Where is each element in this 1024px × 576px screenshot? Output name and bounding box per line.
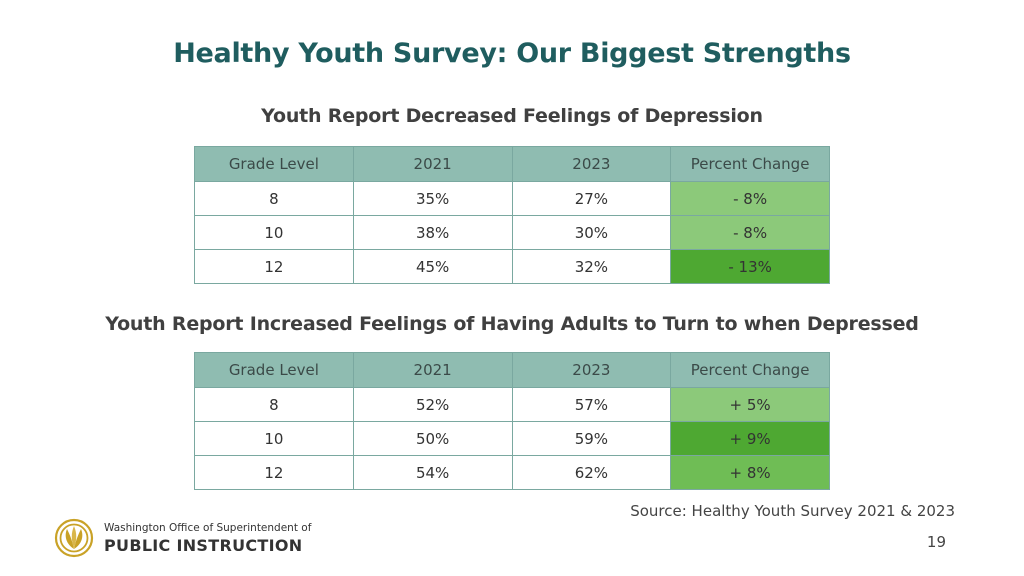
ospi-seal-icon	[54, 518, 94, 558]
adults-support-table: Grade Level 2021 2023 Percent Change 8 5…	[194, 352, 830, 490]
value-2021-cell: 38%	[352, 215, 513, 250]
header-percent-change: Percent Change	[670, 146, 830, 182]
grade-cell: 12	[194, 249, 354, 284]
grade-cell: 8	[194, 387, 354, 422]
table-row: 8 52% 57% + 5%	[194, 387, 830, 422]
value-2023-cell: 57%	[511, 387, 672, 422]
table-header-row: Grade Level 2021 2023 Percent Change	[194, 352, 830, 388]
value-2021-cell: 35%	[352, 181, 513, 216]
logo-line2: PUBLIC INSTRUCTION	[104, 536, 303, 555]
value-2021-cell: 50%	[352, 421, 513, 456]
grade-cell: 10	[194, 421, 354, 456]
section2-heading: Youth Report Increased Feelings of Havin…	[105, 313, 919, 335]
percent-change-cell: - 8%	[670, 181, 830, 216]
value-2023-cell: 30%	[511, 215, 672, 250]
table-row: 12 45% 32% - 13%	[194, 249, 830, 284]
header-2023: 2023	[511, 146, 672, 182]
header-grade-level: Grade Level	[194, 352, 354, 388]
page-number: 19	[926, 533, 946, 551]
logo-line1: Washington Office of Superintendent of	[104, 522, 312, 534]
value-2021-cell: 45%	[352, 249, 513, 284]
table-row: 10 50% 59% + 9%	[194, 421, 830, 456]
header-2023: 2023	[511, 352, 672, 388]
value-2021-cell: 52%	[352, 387, 513, 422]
percent-change-cell: - 13%	[670, 249, 830, 284]
grade-cell: 8	[194, 181, 354, 216]
header-percent-change: Percent Change	[670, 352, 830, 388]
section1-heading: Youth Report Decreased Feelings of Depre…	[261, 105, 763, 127]
header-2021: 2021	[352, 352, 513, 388]
grade-cell: 12	[194, 455, 354, 490]
depression-table: Grade Level 2021 2023 Percent Change 8 3…	[194, 146, 830, 284]
header-2021: 2021	[352, 146, 513, 182]
value-2023-cell: 27%	[511, 181, 672, 216]
table-row: 12 54% 62% + 8%	[194, 455, 830, 490]
value-2023-cell: 32%	[511, 249, 672, 284]
percent-change-cell: + 9%	[670, 421, 830, 456]
value-2023-cell: 59%	[511, 421, 672, 456]
ospi-logo: Washington Office of Superintendent of P…	[54, 518, 311, 562]
table-header-row: Grade Level 2021 2023 Percent Change	[194, 146, 830, 182]
grade-cell: 10	[194, 215, 354, 250]
table-row: 8 35% 27% - 8%	[194, 181, 830, 216]
value-2023-cell: 62%	[511, 455, 672, 490]
percent-change-cell: + 5%	[670, 387, 830, 422]
value-2021-cell: 54%	[352, 455, 513, 490]
percent-change-cell: - 8%	[670, 215, 830, 250]
page-title: Healthy Youth Survey: Our Biggest Streng…	[173, 38, 851, 69]
percent-change-cell: + 8%	[670, 455, 830, 490]
header-grade-level: Grade Level	[194, 146, 354, 182]
table-row: 10 38% 30% - 8%	[194, 215, 830, 250]
source-note: Source: Healthy Youth Survey 2021 & 2023	[630, 502, 955, 520]
